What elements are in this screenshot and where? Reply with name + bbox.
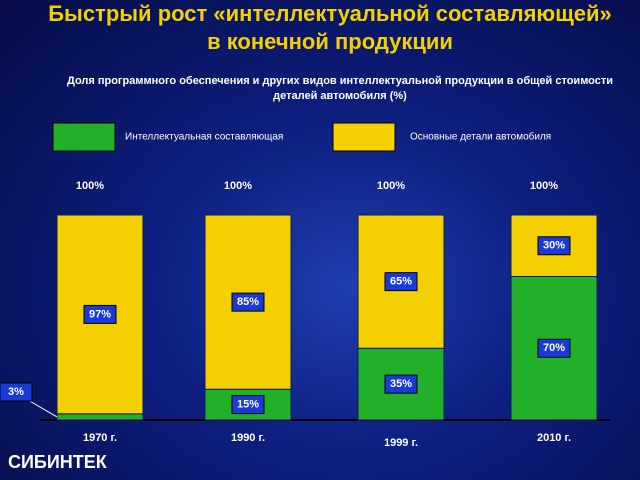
legend-swatch [332, 122, 396, 152]
data-label: 65% [390, 276, 412, 288]
leader-line [27, 399, 58, 418]
legend-label: Основные детали автомобиля [410, 131, 551, 143]
x-tick-label: 1990 г. [231, 432, 265, 444]
legend-label: Интеллектуальная составляющая [125, 132, 283, 143]
x-tick-label: 2010 г. [537, 432, 571, 444]
bar-segment [56, 413, 144, 421]
data-label-box [537, 236, 571, 256]
subtitle: Доля программного обеспечения и других в… [66, 75, 614, 102]
data-label-box [83, 304, 117, 324]
x-tick-label: 1970 г. [83, 432, 117, 444]
data-label: 15% [237, 399, 259, 411]
data-label-box [537, 338, 571, 358]
data-label-box [231, 395, 265, 415]
x-tick-label: 1999 г. [384, 437, 418, 449]
data-label-box [384, 272, 418, 292]
data-label: 97% [89, 308, 111, 320]
total-label: 100% [530, 180, 558, 192]
data-label: 30% [543, 240, 565, 252]
data-label-box [0, 382, 33, 402]
data-label-box [384, 374, 418, 394]
data-label: 3% [8, 386, 24, 398]
total-label: 100% [224, 180, 252, 192]
data-label-box [231, 292, 265, 312]
title: Быстрый рост «интеллектуальной составляю… [48, 1, 612, 54]
footer-logo: СИБИНТЕК [8, 452, 107, 472]
legend-swatch [52, 122, 116, 152]
data-label: 70% [543, 342, 565, 354]
data-label: 85% [237, 296, 259, 308]
data-label: 35% [390, 378, 412, 390]
total-label: 100% [377, 180, 405, 192]
total-label: 100% [76, 180, 104, 192]
